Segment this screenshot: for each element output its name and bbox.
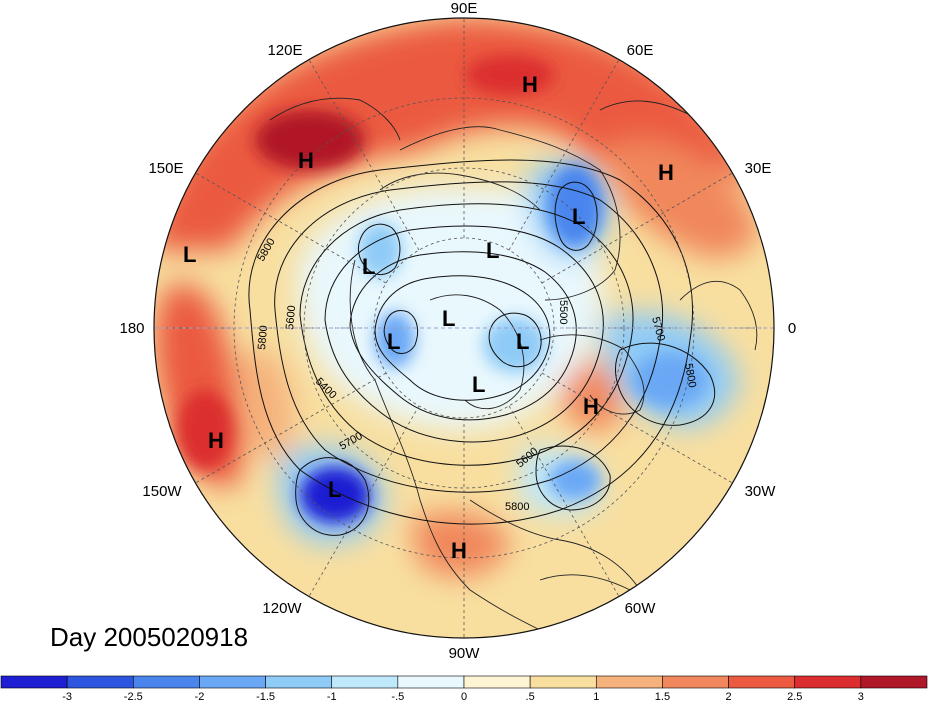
- meridian-line: [508, 59, 620, 251]
- longitude-label: 30W: [745, 483, 777, 500]
- meridian-line: [541, 172, 733, 284]
- high-pressure-marker: H: [208, 428, 224, 453]
- contour-label: 5500: [557, 300, 569, 324]
- longitude-label: 30E: [745, 160, 772, 177]
- low-pressure-marker: L: [486, 238, 499, 263]
- warm-core-east-asia: [255, 110, 365, 170]
- warm-region-north: [154, 18, 760, 250]
- colorbar-swatch: [265, 675, 333, 689]
- longitude-label: 150E: [148, 160, 183, 177]
- low-pressure-marker: L: [516, 329, 529, 354]
- low-pressure-marker: L: [387, 329, 400, 354]
- colorbar-swatch: [728, 675, 796, 689]
- contour-label: 5600: [284, 305, 298, 330]
- colorbar-swatch: [463, 675, 531, 689]
- colorbar-swatch: [529, 675, 597, 689]
- warm-region-east: [560, 358, 622, 431]
- cold-core-scandinavia: [547, 163, 603, 247]
- low-pressure-marker: L: [572, 204, 585, 229]
- colorbar-tick-label: -1.5: [256, 691, 275, 702]
- high-pressure-marker: H: [658, 160, 674, 185]
- longitude-label: 150W: [142, 483, 182, 500]
- longitude-label: 120W: [262, 600, 302, 617]
- colorbar-swatch: [0, 675, 68, 689]
- longitude-label: 90W: [449, 645, 481, 662]
- meridian-line: [195, 372, 387, 484]
- contour-label: 5800: [256, 325, 270, 350]
- longitude-label: 90E: [451, 0, 478, 17]
- colorbar-tick-label: 2.5: [787, 691, 802, 702]
- anomaly-field: 5800 5600 5800 5400 5700 5600 5800 5700 …: [154, 18, 774, 638]
- cold-core-atlantic: [632, 352, 708, 408]
- height-contours: [248, 159, 715, 536]
- warm-core-siberia: [465, 55, 555, 95]
- contour-label: 5800: [682, 362, 698, 388]
- meridian-line: [308, 405, 420, 597]
- cold-core-midatlantic: [549, 460, 601, 500]
- colorbar-swatch: [595, 675, 663, 689]
- low-pressure-marker: L: [442, 306, 455, 331]
- colorbar-swatch: [397, 675, 465, 689]
- cold-core-alaska: [358, 222, 402, 278]
- map-border: [153, 17, 775, 639]
- meridian-line: [308, 59, 420, 251]
- colorbar-tick-label: 1.5: [655, 691, 670, 702]
- colorbar-swatch: [132, 675, 200, 689]
- longitude-labels: 90E 60E 30E 0 30W 60W 90W 120W 150W 180 …: [119, 0, 796, 662]
- high-pressure-marker: H: [522, 72, 538, 97]
- colorbar-tick-label: 0: [461, 691, 467, 702]
- high-pressure-marker: H: [583, 394, 599, 419]
- colorbar-tick-label: -3: [62, 691, 72, 702]
- colorbar-swatch: [199, 675, 266, 689]
- low-pressure-marker: L: [472, 372, 485, 397]
- longitude-label: 120E: [267, 42, 302, 59]
- high-pressure-marker: H: [451, 538, 467, 563]
- colorbar-swatch: [331, 675, 399, 689]
- meridian-line: [508, 405, 620, 597]
- warm-region-southwest: [235, 348, 294, 458]
- colorbar-tick-label: 3: [858, 691, 864, 702]
- meridians: [154, 18, 774, 638]
- low-pressure-marker: L: [328, 477, 341, 502]
- low-pressure-marker: L: [362, 254, 375, 279]
- meridian-line: [195, 172, 387, 284]
- colorbar-swatch: [860, 675, 928, 689]
- colorbar-tick-label: 2: [726, 691, 732, 702]
- colorbar-tick-label: -1: [327, 691, 337, 702]
- colorbar-tick-label: -.5: [391, 691, 404, 702]
- pressure-centers: H H H L L L L L L L L H H L H L: [183, 72, 674, 563]
- warm-core-pacific: [177, 390, 233, 470]
- colorbar-tick-label: 1: [593, 691, 599, 702]
- high-pressure-marker: H: [298, 148, 314, 173]
- contour-label: 5800: [505, 501, 529, 513]
- colorbar: -3 -2.5 -2 -1.5 -1 -.5 0 .5 1 1.5 2 2.5 3: [0, 675, 928, 702]
- colorbar-swatch: [794, 675, 862, 689]
- longitude-label: 60E: [627, 42, 654, 59]
- longitude-label: 0: [788, 320, 796, 337]
- low-pressure-marker: L: [183, 242, 196, 267]
- colorbar-tick-label: -2: [195, 691, 205, 702]
- warm-region-south: [410, 512, 510, 577]
- warm-region-northeast: [600, 139, 760, 258]
- meridian-line: [541, 372, 733, 484]
- day-label: Day 2005020918: [50, 622, 248, 652]
- colorbar-tick-label: -2.5: [124, 691, 143, 702]
- colorbar-swatch: [66, 675, 134, 689]
- colorbar-tick-label: .5: [526, 691, 535, 702]
- colorbar-swatch: [662, 675, 729, 689]
- longitude-label: 60W: [625, 600, 657, 617]
- longitude-label: 180: [119, 320, 144, 337]
